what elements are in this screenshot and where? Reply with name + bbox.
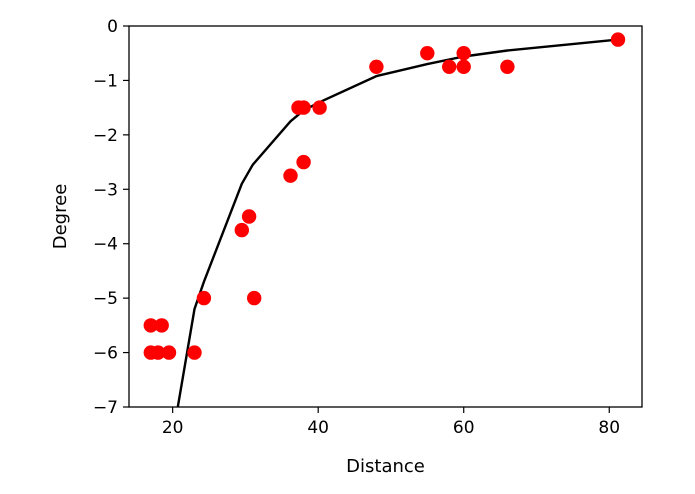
scatter-point — [420, 46, 435, 61]
scatter-point — [241, 209, 257, 224]
x-tick-label: 80 — [598, 418, 620, 438]
scatter-point — [154, 318, 169, 333]
scatter-point — [442, 59, 457, 74]
scatter-point — [234, 222, 249, 238]
scatter-point — [283, 168, 298, 183]
y-tick-label: −7 — [93, 398, 118, 418]
y-axis-label: Degree — [50, 184, 71, 250]
scatter-point — [161, 345, 177, 360]
x-tick-label: 40 — [307, 418, 329, 438]
scatter-point — [500, 59, 515, 74]
plot-area — [143, 32, 626, 407]
scatter-point — [369, 59, 384, 74]
y-tick-label: −4 — [93, 235, 118, 255]
x-tick-label: 20 — [162, 418, 184, 438]
scatter-point — [143, 318, 158, 333]
y-tick-label: 0 — [107, 17, 118, 37]
scatter-point — [296, 100, 311, 115]
scatter-point — [196, 290, 212, 306]
y-tick-label: −5 — [93, 289, 118, 309]
y-tick-label: −3 — [93, 180, 118, 200]
scatter-point — [312, 100, 327, 115]
y-tick-label: −1 — [93, 71, 118, 91]
scatter-point — [456, 59, 471, 74]
axes-frame — [128, 25, 643, 408]
scatter-point — [610, 32, 626, 47]
y-tick-label: −6 — [93, 344, 118, 364]
scatter-point — [247, 290, 262, 306]
x-axis-label: Distance — [346, 456, 425, 477]
scatter-point — [150, 345, 166, 360]
scatter-point — [456, 46, 471, 61]
axis-ticks: 20 40 60 80 0 −1 −2 −3 −4 −5 −6 −7 — [93, 17, 620, 438]
x-tick-label: 60 — [453, 418, 475, 438]
y-tick-label: −2 — [93, 126, 118, 146]
scatter-point — [296, 154, 311, 170]
scatter-point — [187, 345, 202, 360]
